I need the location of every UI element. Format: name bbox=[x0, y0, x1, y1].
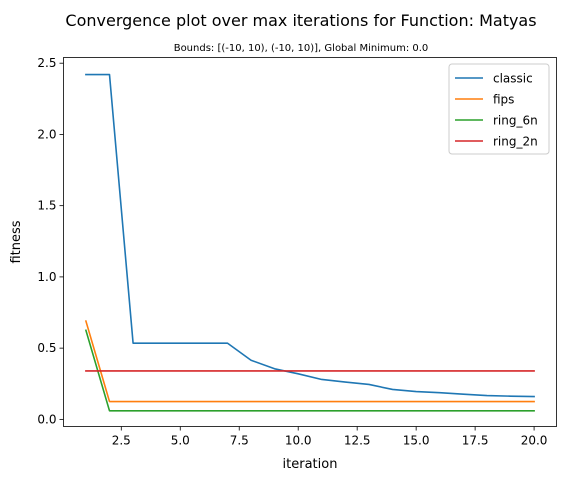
series-line-fips bbox=[84, 320, 535, 403]
series-layer bbox=[84, 73, 535, 412]
legend-label-classic: classic bbox=[493, 72, 533, 86]
chart-title: Convergence plot over max iterations for… bbox=[65, 11, 536, 30]
y-tick-label: 0.0 bbox=[37, 412, 56, 426]
y-axis-ticks: 0.0 0.5 1.0 1.5 2.0 2.5 bbox=[37, 56, 64, 426]
x-tick-label: 20.0 bbox=[521, 434, 548, 448]
legend-box bbox=[448, 63, 550, 155]
x-tick-label: 5.0 bbox=[171, 434, 190, 448]
x-tick-label: 2.5 bbox=[112, 434, 131, 448]
legend-label-fips: fips bbox=[493, 93, 514, 107]
chart-subtitle: Bounds: [(-10, 10), (-10, 10)], Global M… bbox=[174, 43, 429, 54]
y-tick-label: 0.5 bbox=[37, 341, 56, 355]
series-line-classic bbox=[85, 73, 535, 398]
axes-frame bbox=[63, 57, 557, 427]
legend-items: classic fips ring_6n ring_2n bbox=[455, 72, 538, 149]
x-tick-label: 10.0 bbox=[285, 434, 312, 448]
legend: classic fips ring_6n ring_2n bbox=[448, 63, 550, 155]
x-tick-label: 7.5 bbox=[230, 434, 249, 448]
series-line-ring-6n bbox=[84, 329, 535, 412]
y-axis-label: fitness bbox=[9, 220, 24, 263]
legend-label-ring-6n: ring_6n bbox=[493, 114, 538, 128]
y-tick-label: 2.5 bbox=[37, 56, 56, 70]
legend-label-ring-2n: ring_2n bbox=[493, 135, 538, 149]
y-tick-label: 1.5 bbox=[37, 199, 56, 213]
x-tick-label: 12.5 bbox=[344, 434, 371, 448]
y-tick-label: 1.0 bbox=[37, 270, 56, 284]
x-axis-ticks: 2.5 5.0 7.5 10.0 12.5 15.0 17.5 20.0 bbox=[112, 426, 548, 448]
x-tick-label: 15.0 bbox=[403, 434, 430, 448]
x-axis-label: iteration bbox=[283, 457, 338, 472]
x-tick-label: 17.5 bbox=[462, 434, 489, 448]
y-tick-label: 2.0 bbox=[37, 127, 56, 141]
